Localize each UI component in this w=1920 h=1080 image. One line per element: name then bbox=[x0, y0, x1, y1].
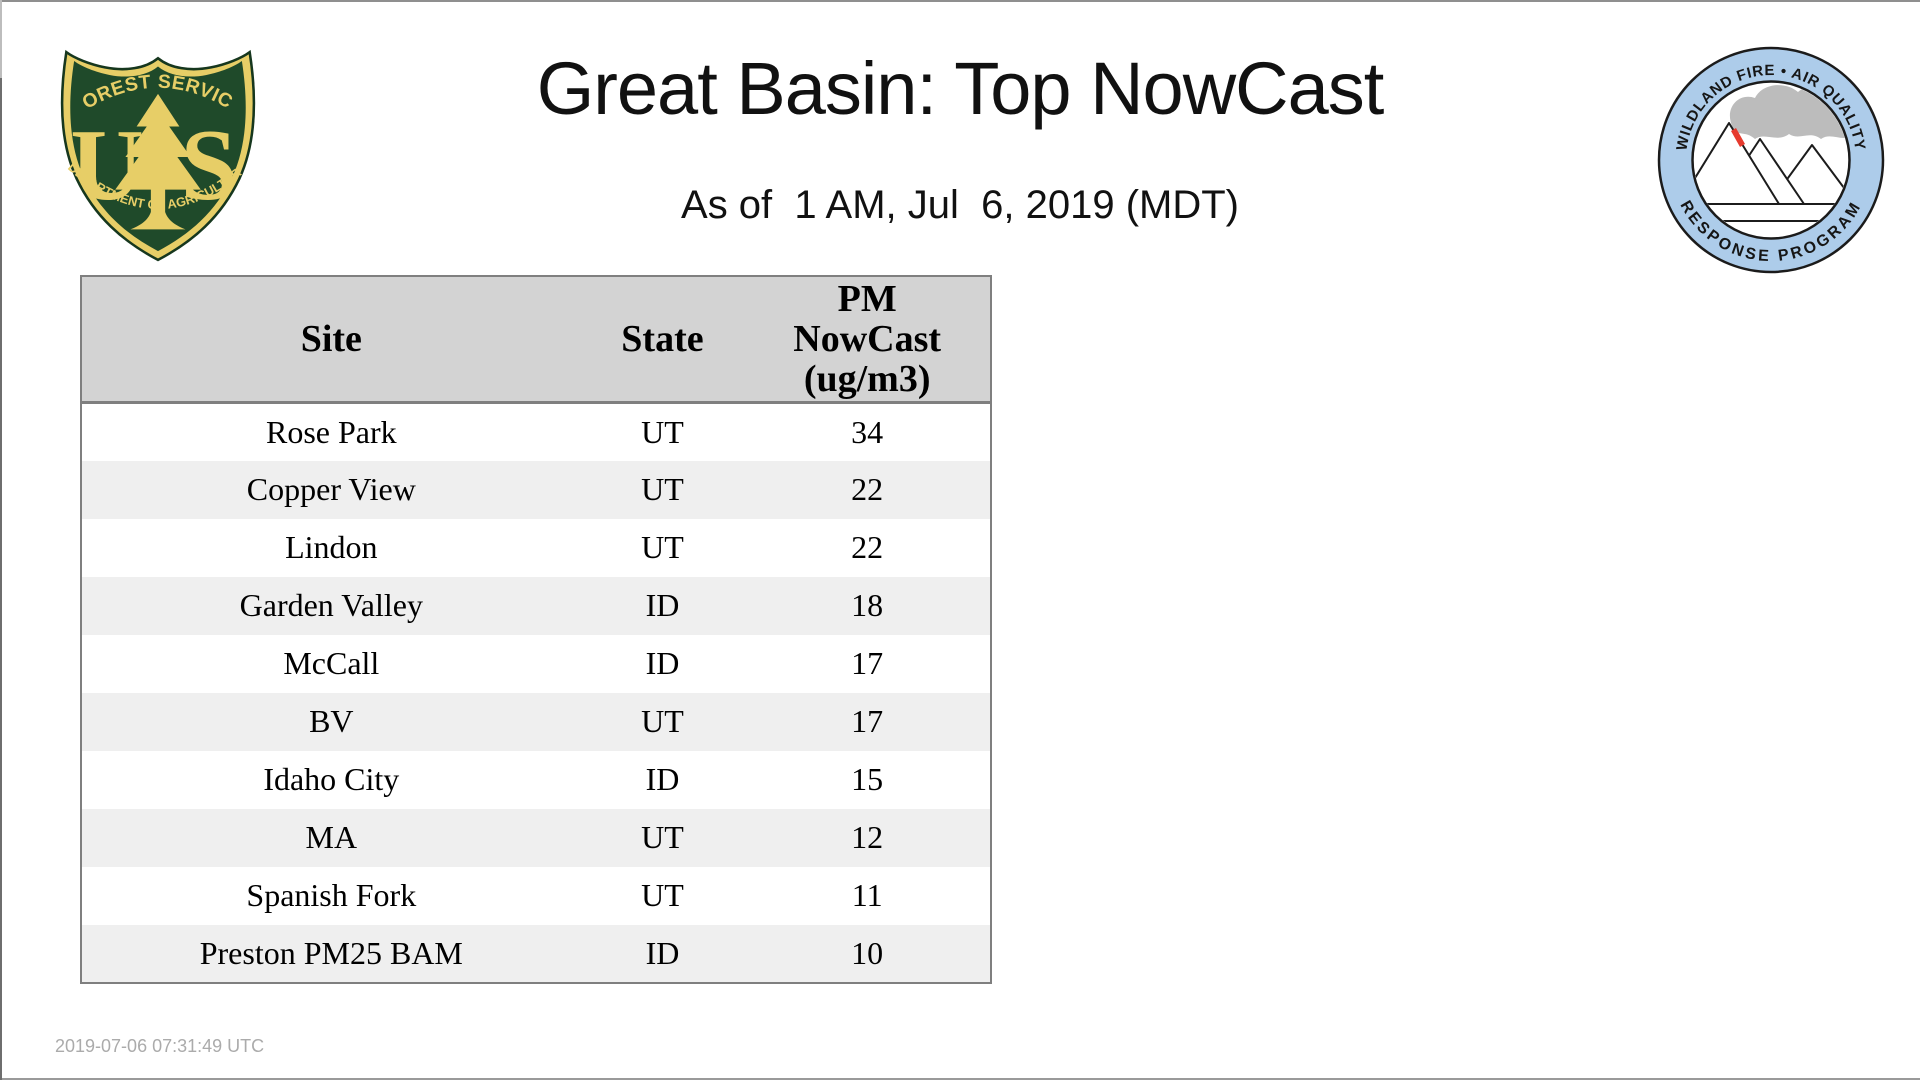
wfaqrp-logo: WILDLAND FIRE • AIR QUALITY RESPONSE PRO… bbox=[1657, 46, 1885, 274]
pm-value-cell: 10 bbox=[851, 934, 884, 971]
state-cell: ID bbox=[645, 934, 680, 971]
pm-value-cell: 22 bbox=[851, 471, 884, 507]
table-row: Garden Valley ID 18 bbox=[81, 576, 991, 635]
state-cell: ID bbox=[645, 645, 680, 681]
edge-line-left-dark bbox=[0, 78, 2, 1080]
pm-value-cell: 15 bbox=[851, 761, 884, 797]
state-cell: UT bbox=[641, 877, 684, 913]
pm-value-cell: 22 bbox=[851, 529, 884, 565]
page-subtitle: As of 1 AM, Jul 6, 2019 (MDT) bbox=[681, 183, 1239, 227]
table-row: Preston PM25 BAM ID 10 bbox=[81, 924, 991, 983]
site-cell: Lindon bbox=[285, 529, 378, 565]
table-row: Copper View UT 22 bbox=[81, 460, 991, 519]
table-row: Rose Park UT 34 bbox=[81, 402, 991, 461]
site-cell: Idaho City bbox=[263, 761, 400, 797]
pine-tree-icon bbox=[115, 93, 201, 230]
site-cell: McCall bbox=[283, 645, 380, 681]
fire-mark-icon bbox=[1731, 128, 1745, 147]
pm-value-cell: 34 bbox=[851, 413, 884, 450]
state-cell: ID bbox=[645, 587, 680, 623]
state-cell: UT bbox=[641, 471, 684, 507]
page-title: Great Basin: Top NowCast bbox=[536, 47, 1385, 130]
forest-service-logo: FOREST SERVICE U S DEPARTMENT OF AGRICUL… bbox=[55, 45, 256, 262]
pm-value-cell: 11 bbox=[851, 877, 883, 913]
state-cell: ID bbox=[645, 761, 680, 797]
state-cell: UT bbox=[641, 413, 684, 450]
site-cell: Copper View bbox=[246, 471, 416, 507]
table-row: MA UT 12 bbox=[81, 808, 991, 867]
table-row: Idaho City ID 15 bbox=[81, 750, 991, 809]
site-cell: Preston PM25 BAM bbox=[199, 934, 463, 971]
pm-value-cell: 17 bbox=[851, 703, 884, 739]
forest-service-letter-s: S bbox=[181, 109, 238, 222]
edge-line-left-light bbox=[0, 0, 2, 78]
site-cell: Rose Park bbox=[265, 413, 397, 450]
site-cell: BV bbox=[309, 703, 354, 739]
pm-value-cell: 12 bbox=[851, 819, 884, 855]
state-cell: UT bbox=[641, 819, 684, 855]
table-row: Lindon UT 22 bbox=[81, 518, 991, 577]
table-row: BV UT 17 bbox=[81, 692, 991, 751]
nowcast-table: Site State PM NowCast (ug/m3) Rose Park … bbox=[80, 275, 992, 984]
pm-value-cell: 17 bbox=[851, 645, 884, 681]
column-header-pm-nowcast: PM NowCast (ug/m3) bbox=[793, 278, 942, 400]
edge-line-bottom bbox=[0, 1078, 1920, 1080]
table-row: McCall ID 17 bbox=[81, 634, 991, 693]
table-header: Site State PM NowCast (ug/m3) bbox=[81, 276, 991, 403]
site-cell: Spanish Fork bbox=[246, 877, 417, 913]
pm-value-cell: 18 bbox=[851, 587, 884, 623]
state-cell: UT bbox=[641, 703, 684, 739]
state-cell: UT bbox=[641, 529, 684, 565]
generated-timestamp: 2019-07-06 07:31:49 UTC bbox=[55, 1036, 265, 1056]
site-cell: Garden Valley bbox=[239, 587, 423, 623]
column-header-site: Site bbox=[300, 318, 362, 360]
edge-line-top bbox=[0, 0, 1920, 2]
column-header-state: State bbox=[621, 318, 704, 360]
site-cell: MA bbox=[305, 819, 358, 855]
forest-service-letter-u: U bbox=[70, 109, 144, 222]
table-body: Rose Park UT 34 Copper View UT 22 Lindon… bbox=[81, 402, 991, 983]
table-row: Spanish Fork UT 11 bbox=[81, 866, 991, 925]
